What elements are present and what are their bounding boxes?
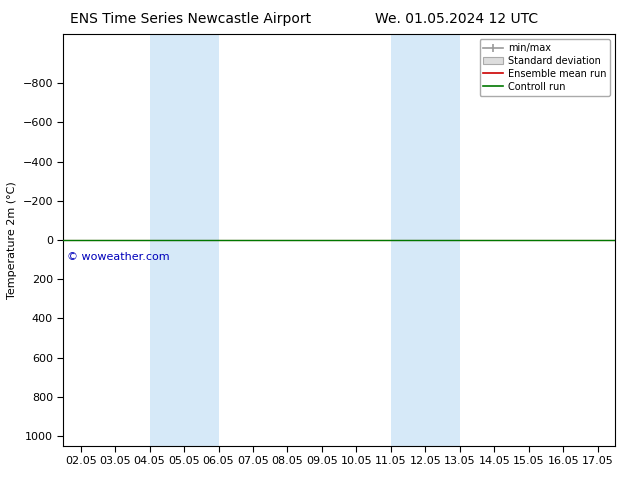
Text: We. 01.05.2024 12 UTC: We. 01.05.2024 12 UTC [375,12,538,26]
Legend: min/max, Standard deviation, Ensemble mean run, Controll run: min/max, Standard deviation, Ensemble me… [479,39,610,96]
Bar [391,34,460,446]
Bar [150,34,219,446]
Text: © woweather.com: © woweather.com [67,252,169,262]
Text: ENS Time Series Newcastle Airport: ENS Time Series Newcastle Airport [70,12,311,26]
Y-axis label: Temperature 2m (°C): Temperature 2m (°C) [7,181,17,299]
